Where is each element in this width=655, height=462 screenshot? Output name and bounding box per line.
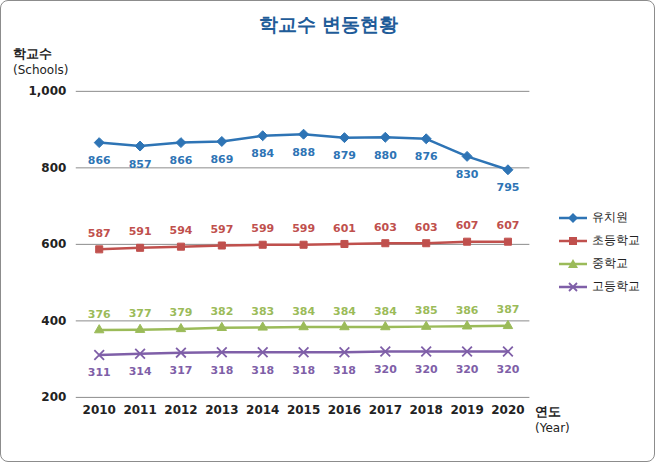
svg-text:2015: 2015 [287, 403, 320, 417]
svg-text:587: 587 [88, 227, 111, 240]
svg-text:795: 795 [497, 181, 520, 194]
svg-text:600: 600 [41, 237, 66, 251]
html-text:(Schools): (Schools) [13, 63, 69, 77]
svg-text:400: 400 [41, 314, 66, 328]
svg-text:379: 379 [170, 306, 193, 319]
svg-text:320: 320 [497, 363, 520, 376]
svg-text:866: 866 [88, 154, 111, 167]
html-text:고등학교: 고등학교 [592, 279, 640, 293]
svg-text:2013: 2013 [205, 403, 238, 417]
html-text:(Year): (Year) [535, 421, 570, 435]
svg-text:857: 857 [129, 158, 152, 171]
svg-text:607: 607 [497, 219, 520, 232]
svg-text:1,000: 1,000 [28, 84, 66, 98]
svg-text:320: 320 [456, 363, 479, 376]
html-text:유치원: 유치원 [592, 210, 628, 224]
svg-text:594: 594 [170, 224, 193, 237]
svg-text:384: 384 [333, 305, 356, 318]
svg-text:318: 318 [333, 364, 356, 377]
svg-text:599: 599 [251, 222, 274, 235]
svg-text:599: 599 [292, 222, 315, 235]
svg-text:2011: 2011 [123, 403, 156, 417]
svg-text:603: 603 [415, 221, 438, 234]
html-text:중학교: 중학교 [592, 256, 628, 270]
svg-text:320: 320 [374, 363, 397, 376]
svg-text:884: 884 [251, 147, 274, 160]
svg-text:384: 384 [292, 305, 315, 318]
html-text:초등학교: 초등학교 [592, 233, 640, 247]
svg-text:2016: 2016 [328, 403, 361, 417]
svg-text:376: 376 [88, 308, 111, 321]
svg-text:2020: 2020 [491, 403, 524, 417]
svg-text:320: 320 [415, 363, 438, 376]
svg-text:830: 830 [456, 168, 479, 181]
svg-text:386: 386 [456, 304, 479, 317]
html-text:연도: 연도 [535, 404, 561, 419]
svg-text:2010: 2010 [83, 403, 116, 417]
svg-text:317: 317 [170, 364, 193, 377]
svg-text:866: 866 [170, 154, 193, 167]
svg-text:607: 607 [456, 219, 479, 232]
svg-text:382: 382 [210, 305, 233, 318]
svg-text:869: 869 [210, 153, 233, 166]
svg-text:377: 377 [129, 307, 152, 320]
svg-text:384: 384 [374, 305, 397, 318]
html-text:학교수: 학교수 [13, 46, 52, 61]
svg-text:591: 591 [129, 225, 152, 238]
svg-text:876: 876 [415, 150, 438, 163]
svg-text:603: 603 [374, 221, 397, 234]
svg-text:880: 880 [374, 149, 397, 162]
svg-text:2019: 2019 [450, 403, 483, 417]
svg-text:318: 318 [292, 364, 315, 377]
svg-text:2017: 2017 [369, 403, 402, 417]
svg-text:385: 385 [415, 304, 438, 317]
svg-text:311: 311 [88, 366, 111, 379]
svg-text:2012: 2012 [164, 403, 197, 417]
svg-text:879: 879 [333, 149, 356, 162]
svg-text:800: 800 [41, 161, 66, 175]
svg-text:318: 318 [210, 364, 233, 377]
svg-text:2014: 2014 [246, 403, 279, 417]
svg-text:200: 200 [41, 390, 66, 404]
svg-text:318: 318 [251, 364, 274, 377]
svg-text:597: 597 [210, 223, 233, 236]
svg-text:2018: 2018 [410, 403, 443, 417]
html-text:학교수 변동현황: 학교수 변동현황 [258, 13, 399, 35]
svg-text:314: 314 [129, 365, 152, 378]
svg-text:383: 383 [251, 305, 274, 318]
svg-text:601: 601 [333, 222, 356, 235]
svg-text:387: 387 [497, 303, 520, 316]
svg-text:888: 888 [292, 146, 315, 159]
